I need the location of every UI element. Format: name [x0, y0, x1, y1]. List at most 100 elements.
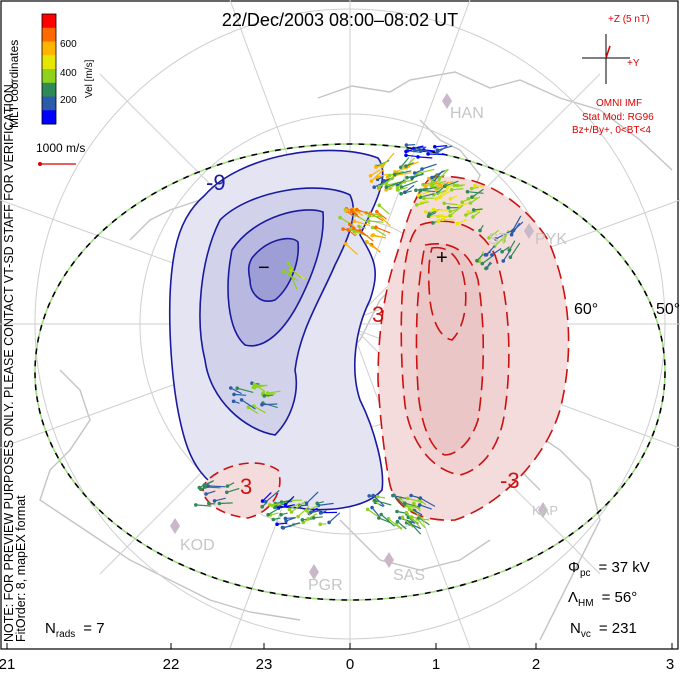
velocity-vector	[248, 406, 259, 415]
velocity-vector	[439, 190, 450, 199]
vector-origin	[212, 499, 217, 503]
vector-origin	[434, 197, 438, 201]
velocity-vector	[416, 518, 426, 529]
phi-value: = 37 kV	[599, 559, 650, 576]
velocity-vector	[378, 517, 391, 523]
vector-origin	[404, 143, 409, 147]
velocity-vector	[386, 180, 403, 188]
vector-origin	[373, 498, 377, 503]
lambda-subscript: HM	[578, 598, 594, 609]
velocity-vector	[372, 226, 387, 237]
vector-origin	[448, 209, 453, 214]
station-han: HAN	[450, 105, 484, 122]
velocity-vector	[402, 516, 414, 528]
velocity-vector	[436, 145, 448, 154]
velocity-vector	[214, 497, 226, 502]
phi-symbol: Φ	[568, 559, 580, 576]
station-marker	[524, 223, 534, 239]
vector-origin	[507, 248, 512, 252]
velocity-vector	[381, 152, 395, 167]
vector-origin	[311, 516, 316, 520]
vector-origin	[475, 258, 479, 263]
vector-origin	[511, 228, 516, 233]
velocity-vector	[394, 172, 412, 177]
potential-maximum-mark: +	[436, 247, 448, 269]
velocity-vector	[328, 512, 341, 523]
vector-origin	[414, 188, 418, 192]
vector-origin	[235, 386, 239, 391]
vector-origin	[423, 210, 428, 214]
radar-stations	[170, 93, 548, 580]
velocity-vector	[434, 145, 448, 148]
velocity-vector	[397, 179, 407, 188]
vector-origin	[466, 210, 471, 214]
vector-origin	[449, 188, 454, 192]
velocity-vector	[285, 495, 295, 506]
vector-origin	[346, 228, 350, 232]
hm-boundary-green	[34, 143, 666, 601]
velocity-vector	[272, 501, 290, 507]
velocity-vector	[380, 514, 395, 527]
velocity-vector	[425, 209, 441, 213]
vector-origin	[412, 171, 417, 175]
vector-origin	[367, 494, 372, 498]
vector-origin	[400, 515, 405, 520]
velocity-vector	[415, 187, 428, 191]
colorbar-swatch	[42, 27, 56, 42]
velocity-vector	[503, 229, 509, 242]
nvc-stat: Nvc = 231	[570, 620, 637, 640]
velocity-vector	[438, 168, 449, 180]
mlt-coordinates-label: MLT coordinates	[7, 40, 21, 128]
vector-origin	[452, 183, 457, 188]
mlt-tick-1: 1	[432, 656, 440, 673]
station-pgr: PGR	[308, 577, 343, 594]
svg-text:Φpc= 37 kV: Φpc = 37 kV	[568, 559, 650, 579]
velocity-vector	[237, 387, 254, 393]
vector-origin	[471, 208, 476, 212]
vector-origin	[375, 175, 380, 179]
vector-origin	[460, 200, 465, 204]
mlt-axis	[6, 643, 673, 649]
vector-origin	[417, 503, 422, 507]
svg-text:Nrads= 7: Nrads = 7	[45, 620, 105, 640]
velocity-vector	[267, 508, 279, 516]
vector-origin	[442, 184, 447, 188]
station-st: ST	[488, 231, 509, 248]
vector-origin	[279, 500, 284, 504]
vector-origin	[420, 167, 424, 171]
mlt-tick-3: 3	[666, 656, 674, 673]
velocity-vector	[254, 383, 266, 393]
vector-origin	[206, 484, 210, 488]
velocity-vector	[226, 487, 240, 493]
nrads-stat: Nrads = 7	[45, 620, 105, 640]
colorbar-frame	[41, 13, 57, 125]
colorbar-tick-400: 400	[60, 68, 77, 79]
vector-origin	[412, 501, 416, 506]
imf-z-label: +Z (5 nT)	[608, 14, 649, 25]
vector-origin	[404, 153, 408, 158]
velocity-vector	[262, 491, 272, 502]
velocity-vector	[278, 504, 295, 509]
vector-origin	[229, 386, 233, 390]
negative-cell	[168, 149, 384, 511]
vector-origin	[409, 493, 413, 498]
vector-origin	[446, 205, 451, 210]
station-kod: KOD	[180, 537, 215, 554]
velocity-vector	[261, 403, 278, 406]
vector-origin	[448, 197, 453, 201]
vector-origin	[309, 510, 313, 515]
vector-origin	[288, 266, 293, 271]
vector-origin	[436, 214, 440, 219]
reference-vector-label: 1000 m/s	[36, 141, 85, 155]
velocity-vector	[306, 491, 319, 504]
velocity-vector	[444, 180, 459, 187]
vector-origin	[395, 188, 400, 192]
vector-origin	[395, 519, 400, 524]
velocity-vector	[369, 215, 383, 218]
lambda-hm-stat: ΛHM = 56°	[568, 589, 637, 609]
nvc-value: = 231	[599, 620, 637, 637]
colorbar-tick-200: 200	[60, 95, 77, 106]
vector-origin	[288, 271, 292, 276]
station-marker	[170, 518, 180, 534]
vector-origin	[375, 494, 380, 499]
